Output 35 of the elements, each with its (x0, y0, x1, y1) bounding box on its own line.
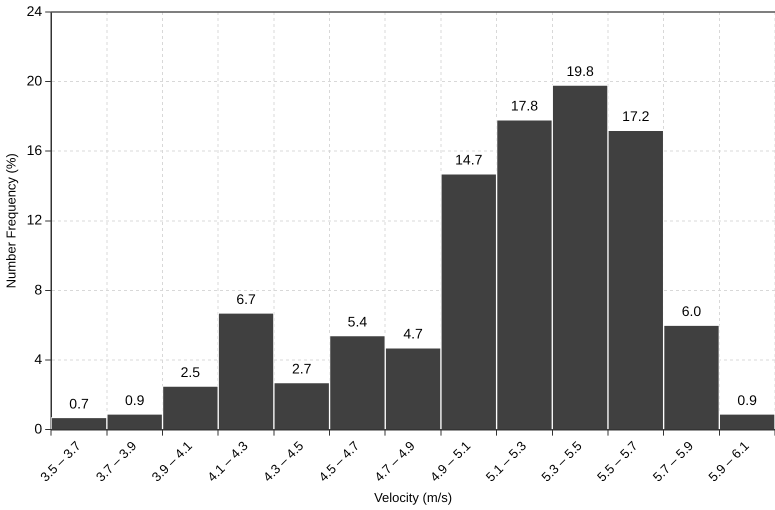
y-tick-label: 8 (34, 281, 42, 298)
data-label: 5.4 (348, 313, 368, 330)
data-label: 6.7 (236, 290, 256, 307)
x-tick-label: 5.7 – 5.9 (650, 438, 696, 485)
y-tick-label: 24 (26, 2, 42, 19)
data-label: 6.0 (682, 303, 702, 320)
y-tick-label: 12 (26, 212, 42, 228)
x-tick-label: 4.7 – 4.9 (371, 438, 418, 485)
y-tick-label: 4 (34, 350, 42, 367)
x-tick-label: 3.9 – 4.1 (148, 438, 196, 485)
data-label: 4.7 (403, 326, 424, 342)
x-tick-label: 5.3 – 5.5 (538, 438, 585, 485)
data-label: 2.5 (180, 364, 200, 380)
data-label: 19.8 (566, 62, 594, 79)
y-tick-label: 16 (26, 142, 42, 158)
data-label: 0.9 (124, 392, 145, 408)
x-tick-label: 3.5 – 3.7 (37, 438, 84, 485)
y-axis-title: Number Frequency (%) (3, 153, 18, 288)
y-tick-label: 0 (34, 420, 42, 436)
x-axis-title: Velocity (m/s) (374, 490, 452, 505)
x-tick-label: 5.9 – 6.1 (705, 438, 752, 485)
y-tick-label: 20 (26, 72, 42, 88)
x-tick-label: 4.5 – 4.7 (316, 438, 362, 485)
data-label: 0.7 (69, 395, 89, 412)
x-tick-label: 4.9 – 5.1 (427, 438, 474, 485)
x-tick-label: 4.1 – 4.3 (204, 438, 251, 485)
data-label: 2.7 (292, 360, 312, 376)
data-label: 17.2 (622, 108, 650, 124)
data-label: 14.7 (455, 152, 483, 168)
x-tick-label: 5.5 – 5.7 (594, 438, 640, 485)
x-tick-label: 5.1 – 5.3 (482, 438, 530, 485)
x-tick-label: 4.3 – 4.5 (260, 438, 306, 485)
x-tick-label: 3.7 – 3.9 (92, 438, 140, 485)
data-label: 0.9 (737, 392, 758, 408)
data-label: 17.8 (510, 98, 538, 114)
